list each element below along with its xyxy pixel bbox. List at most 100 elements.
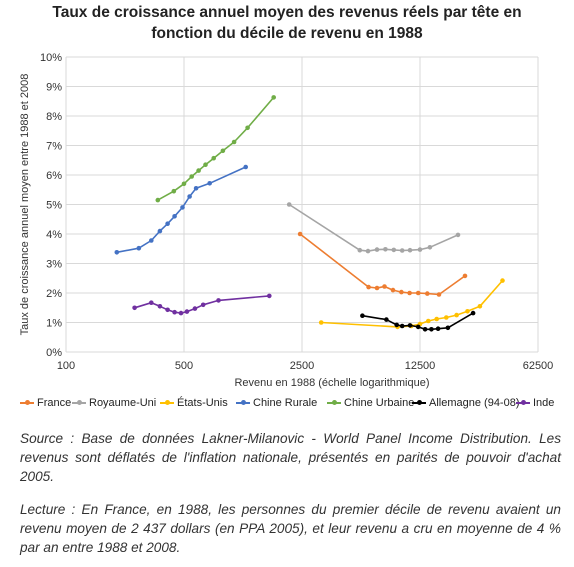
data-point-royaume-uni <box>391 247 397 253</box>
x-tick-label: 2500 <box>290 360 314 372</box>
legend-item-royaume-uni: Royaume-Uni <box>72 395 156 411</box>
series-line-chine-urbaine <box>157 96 275 201</box>
data-point-chine-urbaine <box>211 155 216 161</box>
data-point-royaume-uni <box>455 232 461 238</box>
legend-label-chine-rurale: Chine Rurale <box>253 397 318 409</box>
data-point-chine-rurale <box>157 228 163 234</box>
data-point-chine-urbaine <box>171 188 177 194</box>
data-point-allemagne-94-08 <box>360 313 365 319</box>
data-point-allemagne-94-08 <box>394 322 400 328</box>
data-point-france <box>366 284 371 290</box>
data-point-chine-rurale <box>172 214 177 219</box>
data-point-france <box>399 289 404 295</box>
legend-label-royaume-uni: Royaume-Uni <box>89 397 157 409</box>
data-point-etats-unis <box>454 312 459 318</box>
data-point-inde <box>267 293 272 299</box>
data-point-chine-urbaine <box>181 181 187 187</box>
data-point-chine-rurale <box>136 245 142 251</box>
data-point-france <box>382 284 387 289</box>
y-tick-label: 10% <box>40 52 62 64</box>
series-line-etats-unis <box>321 280 504 328</box>
data-point-royaume-uni <box>383 247 388 252</box>
data-point-royaume-uni <box>427 245 433 250</box>
legend-label-chine-urbaine: Chine Urbaine <box>344 397 415 409</box>
data-point-etats-unis <box>318 320 324 325</box>
data-point-allemagne-94-08 <box>407 323 413 328</box>
chart-title-line-1: Taux de croissance annuel moyen des reve… <box>52 4 522 21</box>
data-point-etats-unis <box>477 304 483 309</box>
data-point-inde <box>184 309 190 314</box>
data-point-chine-urbaine <box>245 125 250 131</box>
x-tick-label: 12500 <box>405 360 436 372</box>
y-tick-label: 9% <box>46 82 62 94</box>
data-point-chine-rurale <box>165 221 170 226</box>
data-point-inde <box>178 310 184 316</box>
data-point-france <box>462 273 468 279</box>
data-point-chine-urbaine <box>155 197 161 203</box>
data-point-allemagne-94-08 <box>435 326 441 332</box>
legend-item-allemagne-94-08: Allemagne (94-08) <box>412 395 520 411</box>
data-point-france <box>297 231 303 237</box>
data-point-allemagne-94-08 <box>429 327 434 332</box>
legend-swatch-allemagne-94-08 <box>412 400 426 405</box>
chart-title: Taux de croissance annuel moyen des reve… <box>0 2 574 44</box>
data-point-chine-urbaine <box>220 148 226 154</box>
data-point-inde <box>192 306 198 311</box>
data-point-chine-urbaine <box>203 162 208 167</box>
data-point-chine-urbaine <box>196 168 201 173</box>
data-point-allemagne-94-08 <box>422 327 428 332</box>
data-point-chine-rurale <box>180 205 185 210</box>
legend-swatch-inde <box>516 400 530 405</box>
data-point-chine-rurale <box>193 186 199 191</box>
data-point-allemagne-94-08 <box>415 324 421 330</box>
data-point-royaume-uni <box>286 202 292 207</box>
y-tick-label: 5% <box>46 200 62 212</box>
data-point-etats-unis <box>500 278 505 283</box>
legend-item-etats-unis: États-Unis <box>160 395 228 411</box>
data-point-etats-unis <box>465 309 470 314</box>
data-point-chine-rurale <box>114 250 120 255</box>
data-point-chine-urbaine <box>231 139 237 145</box>
legend-swatch-chine-rurale <box>236 400 250 405</box>
data-point-chine-urbaine <box>189 174 194 179</box>
source-note: Source : Base de données Lakner-Milanovi… <box>20 431 561 484</box>
series-line-royaume-uni <box>288 203 459 252</box>
data-point-inde <box>149 300 154 306</box>
legend-label-allemagne-94-08: Allemagne (94-08) <box>429 397 520 409</box>
data-point-inde <box>172 309 177 315</box>
legend-swatch-chine-urbaine <box>327 400 341 405</box>
data-point-chine-rurale <box>207 181 212 186</box>
chart-title-line-2: fonction du décile de revenu en 1988 <box>151 25 423 42</box>
legend-item-chine-urbaine: Chine Urbaine <box>327 395 414 411</box>
x-tick-label: 62500 <box>523 360 554 372</box>
data-point-inde <box>132 305 137 311</box>
data-point-allemagne-94-08 <box>470 310 476 316</box>
legend-item-france: France <box>20 395 71 411</box>
y-tick-label: 6% <box>46 170 62 182</box>
x-axis-label: Revenu en 1988 (échelle logarithmique) <box>234 377 429 389</box>
data-point-inde <box>165 307 170 313</box>
data-point-france <box>415 290 421 296</box>
data-point-etats-unis <box>434 316 440 322</box>
data-point-chine-rurale <box>243 164 248 170</box>
legend-swatch-etats-unis <box>160 400 174 405</box>
data-point-royaume-uni <box>399 248 405 253</box>
y-tick-label: 1% <box>46 318 62 330</box>
data-point-france <box>390 287 396 293</box>
legend-item-inde: Inde <box>516 395 554 411</box>
data-point-france <box>425 291 430 296</box>
legend-label-inde: Inde <box>533 397 555 409</box>
data-point-royaume-uni <box>357 247 363 253</box>
data-point-royaume-uni <box>374 247 380 252</box>
data-point-chine-rurale <box>187 194 192 199</box>
x-tick-label: 100 <box>57 360 75 372</box>
data-point-royaume-uni <box>407 247 413 253</box>
legend-swatch-france <box>20 400 34 405</box>
y-tick-label: 3% <box>46 259 62 271</box>
data-point-france <box>374 285 380 291</box>
line-chart: 0% 1% 2% 3% 4% 5% 6% 7% 8% 9% 10% 100 500 2500 12500 62… <box>19 52 554 389</box>
y-axis-label: Taux de croissance annuel moyen entre 19… <box>19 74 31 336</box>
series-line-chine-rurale <box>116 166 247 254</box>
data-point-france <box>407 290 412 296</box>
legend-swatch-royaume-uni <box>72 400 86 405</box>
